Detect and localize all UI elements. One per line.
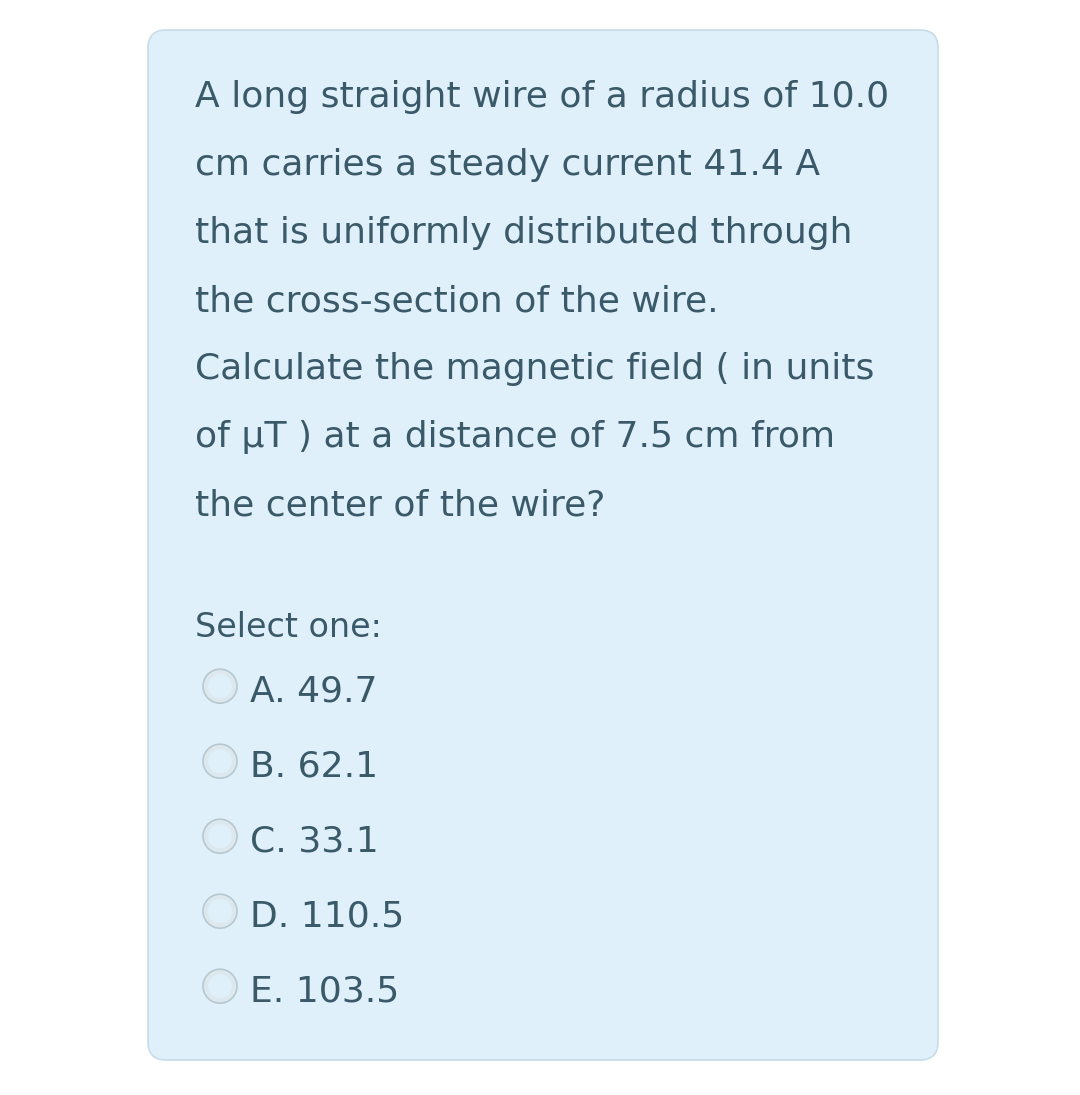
Circle shape <box>203 745 237 779</box>
Text: Calculate the magnetic field ( in units: Calculate the magnetic field ( in units <box>195 351 875 387</box>
Text: A long straight wire of a radius of 10.0: A long straight wire of a radius of 10.0 <box>195 80 889 114</box>
Text: cm carries a steady current 41.4 A: cm carries a steady current 41.4 A <box>195 148 820 182</box>
Text: B. 62.1: B. 62.1 <box>249 749 378 783</box>
Circle shape <box>203 669 237 703</box>
Circle shape <box>208 975 232 999</box>
Circle shape <box>203 819 237 853</box>
Text: D. 110.5: D. 110.5 <box>249 899 404 933</box>
Text: A. 49.7: A. 49.7 <box>249 675 378 708</box>
Circle shape <box>203 969 237 1003</box>
FancyBboxPatch shape <box>148 30 939 1060</box>
Circle shape <box>208 899 232 923</box>
Text: Select one:: Select one: <box>195 611 382 644</box>
Text: that is uniformly distributed through: that is uniformly distributed through <box>195 216 852 250</box>
Text: E. 103.5: E. 103.5 <box>249 975 400 1008</box>
Circle shape <box>208 675 232 699</box>
Circle shape <box>208 749 232 773</box>
Circle shape <box>208 825 232 849</box>
Text: the cross-section of the wire.: the cross-section of the wire. <box>195 284 718 318</box>
Text: the center of the wire?: the center of the wire? <box>195 488 606 522</box>
Circle shape <box>203 895 237 929</box>
Text: of μT ) at a distance of 7.5 cm from: of μT ) at a distance of 7.5 cm from <box>195 420 835 454</box>
Text: C. 33.1: C. 33.1 <box>249 825 379 858</box>
